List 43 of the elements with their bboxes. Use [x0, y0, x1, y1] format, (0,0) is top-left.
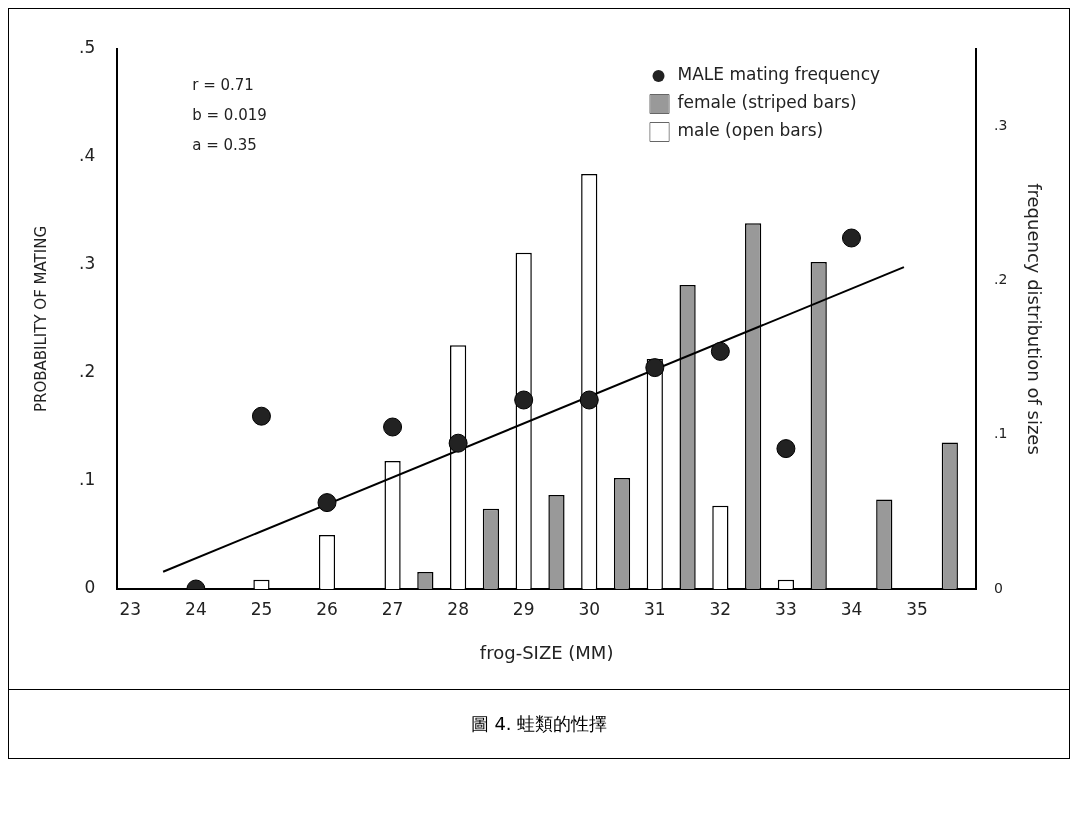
x-tick-label: 34 [840, 598, 863, 619]
y2-tick-label: .1 [994, 425, 1008, 442]
y-tick-label: 0 [84, 577, 96, 598]
x-tick-label: 24 [185, 598, 207, 619]
point [383, 417, 403, 437]
point [317, 493, 337, 513]
y2-tick-label: .2 [994, 271, 1008, 288]
y-axis-title: PROBABILITY OF MATING [31, 225, 50, 413]
y-tick-label: .5 [78, 37, 96, 58]
point [776, 439, 796, 459]
x-tick-label: 35 [906, 598, 928, 619]
x-tick-label: 30 [578, 598, 601, 619]
point [448, 433, 468, 453]
point [514, 390, 534, 410]
x-tick-label: 32 [709, 598, 732, 619]
legend-label: MALE mating frequency [677, 63, 881, 84]
x-tick-label: 28 [447, 598, 469, 619]
legend-label: female (striped bars) [677, 91, 857, 112]
y-tick-label: .1 [78, 469, 96, 490]
caption: 圖 4. 蛙類的性擇 [469, 712, 609, 736]
point [251, 406, 271, 426]
y-tick-label: .4 [78, 145, 96, 166]
x-axis-title: frog-SIZE (MM) [479, 641, 614, 663]
x-tick-label: 27 [381, 598, 404, 619]
y2-tick-label: 0 [994, 579, 1003, 596]
annotation: b = 0.019 [192, 106, 267, 125]
y-tick-label: .3 [78, 253, 96, 274]
point [645, 358, 665, 378]
y2-tick-label: .3 [994, 116, 1008, 133]
annotation: a = 0.35 [192, 136, 257, 155]
point [579, 390, 599, 410]
x-tick-label: 29 [512, 598, 535, 619]
y-tick-label: .2 [78, 361, 96, 382]
x-tick-label: 31 [643, 598, 666, 619]
annotation: r = 0.71 [192, 76, 254, 95]
point [710, 341, 730, 361]
x-tick-label: 26 [316, 598, 338, 619]
x-tick-label: 25 [250, 598, 273, 619]
y2-axis-title: frequency distribution of sizes [1023, 183, 1045, 455]
point [841, 228, 861, 248]
x-tick-label: 23 [119, 598, 142, 619]
legend-label: male (open bars) [677, 119, 824, 140]
x-tick-label: 33 [775, 598, 797, 619]
